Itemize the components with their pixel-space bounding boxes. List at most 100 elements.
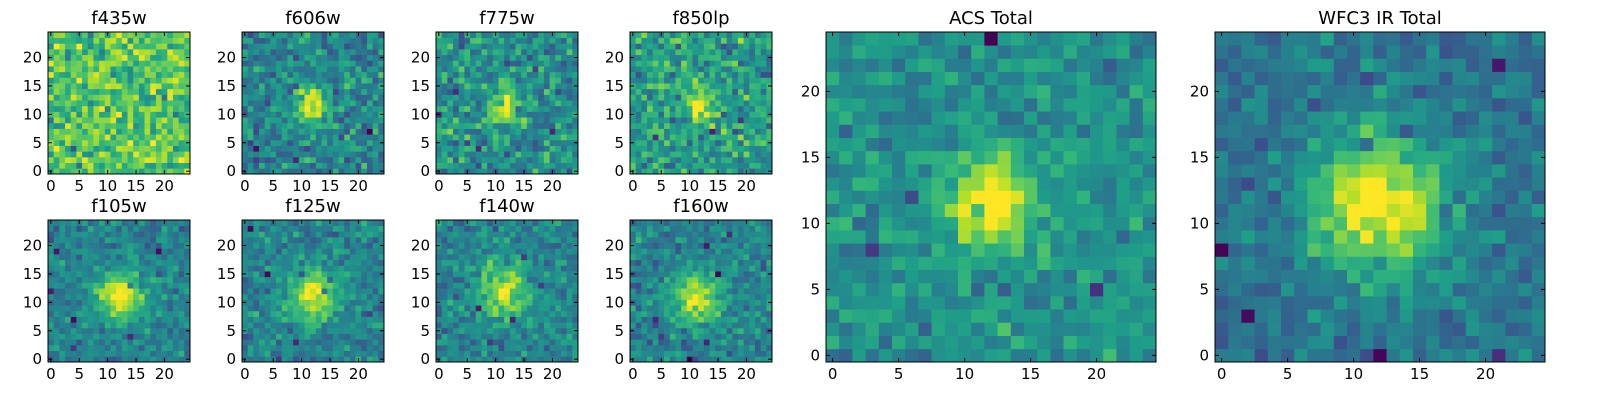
heatmap-cell [566, 43, 573, 50]
heatmap-cell [378, 265, 385, 272]
heatmap-cell [732, 288, 739, 295]
heatmap-cell [366, 310, 373, 317]
heatmap-cell [737, 350, 744, 357]
heatmap-cell [361, 271, 368, 278]
heatmap-cell [287, 168, 294, 175]
heatmap-cell [532, 282, 539, 289]
heatmap-cell [754, 111, 761, 118]
heatmap-cell [338, 151, 345, 158]
heatmap-cell [760, 333, 767, 340]
heatmap-cell [70, 168, 77, 175]
heatmap-cell [543, 71, 550, 78]
heatmap-cell [641, 94, 648, 101]
heatmap-cell [116, 128, 123, 135]
heatmap-cell [749, 168, 756, 175]
heatmap-cell [82, 333, 89, 340]
heatmap-cell [555, 310, 562, 317]
heatmap-cell [264, 134, 271, 141]
heatmap-cell [65, 259, 72, 266]
heatmap-cell [509, 156, 516, 163]
heatmap-cell [281, 88, 288, 95]
heatmap-cell [538, 71, 545, 78]
heatmap-cell [664, 54, 671, 61]
heatmap-cell [681, 122, 688, 129]
heatmap-cell [366, 327, 373, 334]
heatmap-cell [247, 356, 254, 363]
heatmap-cell [155, 299, 162, 306]
heatmap-cell [121, 105, 128, 112]
heatmap-cell [470, 265, 477, 272]
heatmap-cell [276, 248, 283, 255]
heatmap-cell [172, 71, 179, 78]
heatmap-cell [178, 265, 185, 272]
heatmap-cell [681, 276, 688, 283]
heatmap-cell [475, 122, 482, 129]
heatmap-cell [253, 271, 260, 278]
heatmap-cell [161, 122, 168, 129]
heatmap-cell [681, 162, 688, 169]
heatmap-cell [441, 333, 448, 340]
heatmap-cell [59, 288, 66, 295]
heatmap-cell [732, 356, 739, 363]
heatmap-cell [732, 168, 739, 175]
heatmap-cell [172, 122, 179, 129]
heatmap-cell [526, 32, 533, 39]
heatmap-cell [372, 122, 379, 129]
heatmap-cell [504, 225, 511, 232]
heatmap-cell [281, 134, 288, 141]
heatmap-cell [560, 299, 567, 306]
heatmap-cell [566, 333, 573, 340]
heatmap-cell [504, 322, 511, 329]
heatmap-cell [259, 310, 266, 317]
heatmap-cell [754, 310, 761, 317]
heatmap-cell [652, 322, 659, 329]
heatmap-cell [504, 128, 511, 135]
heatmap-cell [635, 350, 642, 357]
heatmap-cell [110, 310, 117, 317]
heatmap-cell [349, 276, 356, 283]
heatmap-cell [658, 100, 665, 107]
heatmap-cell [59, 259, 66, 266]
heatmap-cell [566, 71, 573, 78]
heatmap-cell [641, 134, 648, 141]
heatmap-cell [521, 271, 528, 278]
heatmap-cell [87, 37, 94, 44]
heatmap-cell [447, 122, 454, 129]
heatmap-cell [361, 94, 368, 101]
heatmap-cell [264, 333, 271, 340]
heatmap-cell [338, 43, 345, 50]
heatmap-cell [242, 100, 249, 107]
heatmap-cell [327, 350, 334, 357]
heatmap-cell [133, 248, 140, 255]
heatmap-cell [543, 77, 550, 84]
heatmap-cell [167, 128, 174, 135]
heatmap-cell [366, 265, 373, 272]
heatmap-cell [270, 282, 277, 289]
heatmap-cell [555, 316, 562, 323]
heatmap-cell [53, 231, 60, 238]
heatmap-cell [692, 276, 699, 283]
heatmap-cell [184, 254, 191, 261]
heatmap-cell [338, 37, 345, 44]
heatmap-cell [287, 231, 294, 238]
heatmap-cell [509, 54, 516, 61]
heatmap-cell [253, 339, 260, 346]
heatmap-cell [155, 344, 162, 351]
heatmap-cell [652, 134, 659, 141]
heatmap-cell [150, 117, 157, 124]
heatmap-cell [509, 117, 516, 124]
heatmap-cell [155, 77, 162, 84]
heatmap-cell [709, 151, 716, 158]
heatmap-cell [361, 305, 368, 312]
heatmap-cell [70, 128, 77, 135]
heatmap-cell [87, 282, 94, 289]
heatmap-cell [298, 322, 305, 329]
heatmap-cell [652, 32, 659, 39]
heatmap-cell [532, 37, 539, 44]
heatmap-cell [167, 134, 174, 141]
heatmap-cell [703, 151, 710, 158]
heatmap-cell [110, 100, 117, 107]
heatmap-cell [504, 83, 511, 90]
heatmap-cell [259, 43, 266, 50]
heatmap-cell [703, 327, 710, 334]
